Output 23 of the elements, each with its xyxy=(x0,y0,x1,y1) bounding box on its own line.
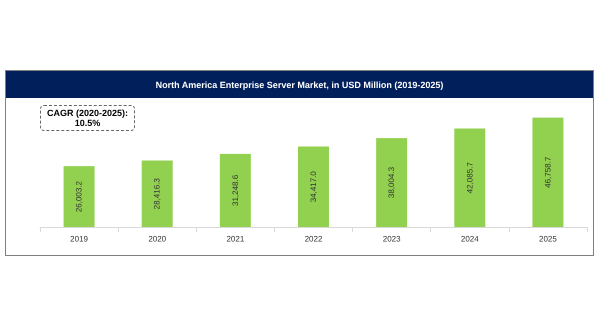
data-label: 38,004.3 xyxy=(387,166,396,198)
x-tick-label: 2019 xyxy=(70,234,89,244)
x-tick-label: 2024 xyxy=(460,234,480,244)
data-label: 26,003.2 xyxy=(74,180,84,212)
x-tick-label: 2020 xyxy=(148,234,167,244)
x-tick-label: 2025 xyxy=(539,234,558,244)
x-tick-label: 2023 xyxy=(382,234,402,244)
bar xyxy=(532,118,564,227)
bar xyxy=(298,146,329,227)
annotation: CAGR (2020-2025): 10.5% xyxy=(40,105,136,131)
x-tick-label: 2022 xyxy=(304,234,323,244)
data-label: 46,758.7 xyxy=(543,156,552,188)
bar xyxy=(64,166,95,227)
chart-title: North America Enterprise Server Market, in USD Million (2019-2025) xyxy=(6,71,593,98)
x-tick-label: 2021 xyxy=(226,234,245,244)
bar xyxy=(142,160,173,227)
data-label: 31,248.6 xyxy=(230,174,240,206)
data-label: 34,417.0 xyxy=(309,170,318,202)
bar xyxy=(454,128,486,227)
bar xyxy=(376,138,408,227)
data-label: 42,085.7 xyxy=(465,162,474,194)
bar xyxy=(220,154,251,227)
data-label: 28,416.3 xyxy=(152,178,162,210)
